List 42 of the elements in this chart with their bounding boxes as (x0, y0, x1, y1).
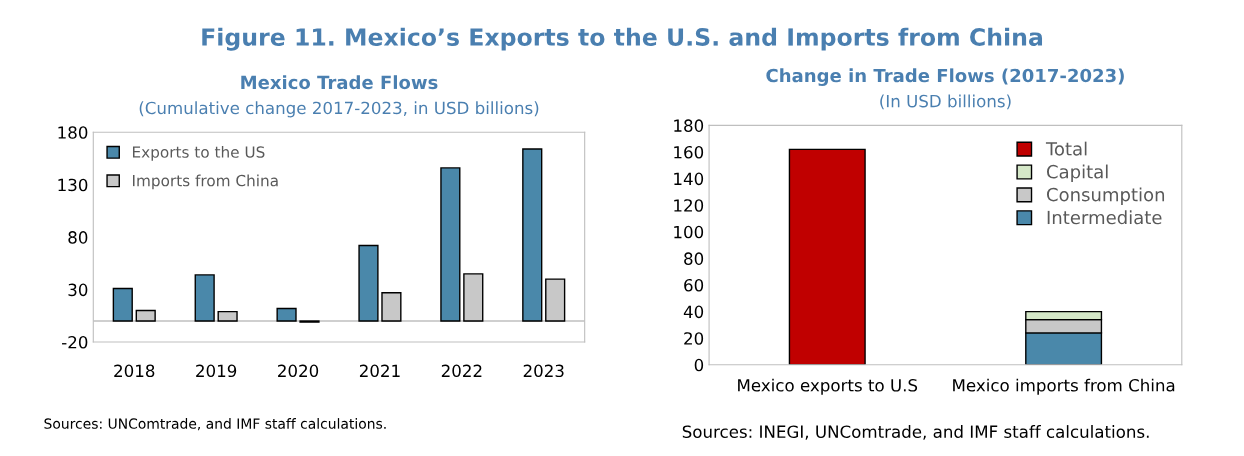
x-tick-label: 2022 (441, 364, 482, 378)
source-note: Sources: INEGI, UNComtrade, and IMF staff calculations. (682, 425, 1149, 440)
y-tick-label: 120 (674, 199, 704, 212)
y-tick-label: 100 (674, 225, 704, 239)
y-tick-label: 60 (684, 278, 704, 292)
chart-title: Mexico Trade Flows (241, 75, 438, 90)
legend-label: Exports to the US (132, 145, 265, 161)
y-tick-label: 140 (674, 172, 704, 186)
x-tick-label: 2020 (278, 364, 319, 378)
x-tick-label: 2019 (196, 364, 237, 378)
legend-label: Imports from China (132, 174, 278, 190)
legend-label: Intermediate (1047, 210, 1162, 225)
caption: Figure 11. Mexico’s Exports to the U.S. and Imports from China (202, 27, 1043, 51)
bar (440, 167, 461, 322)
y-tick-label: 180 (58, 126, 88, 139)
bar (522, 148, 543, 322)
chart-title: Change in Trade Flows (2017-2023) (766, 68, 1124, 86)
y-tick-label: 130 (58, 178, 88, 192)
legend-label: Consumption (1046, 187, 1165, 205)
x-tick-label: 2023 (523, 364, 564, 378)
legend-label: Total (1045, 141, 1087, 156)
y-tick-label: 20 (684, 332, 704, 345)
y-tick-label: 0 (694, 358, 704, 372)
x-tick-label: 2021 (359, 364, 400, 378)
y-tick-label: -20 (62, 335, 88, 349)
bar (194, 274, 215, 322)
x-tick-label: 2018 (114, 364, 155, 378)
source-note: Sources: UNComtrade, and IMF staff calculations. (44, 418, 386, 431)
x-tick-label: Mexico imports from China (953, 378, 1175, 395)
chart-subtitle: (Cumulative change 2017-2023, in USD billions) (139, 101, 539, 118)
y-tick-label: 30 (68, 283, 88, 297)
legend-label: Capital (1046, 164, 1108, 183)
y-tick-label: 180 (674, 119, 704, 132)
y-tick-label: 40 (683, 305, 704, 319)
x-tick-label: Mexico exports to U.S (738, 378, 918, 395)
chart-subtitle: (In USD billions) (880, 94, 1011, 110)
y-tick-label: 160 (674, 145, 704, 159)
y-tick-label: 80 (684, 252, 704, 265)
bar (358, 244, 379, 322)
bar (112, 287, 133, 322)
y-tick-label: 80 (68, 231, 88, 244)
bar (276, 307, 297, 322)
